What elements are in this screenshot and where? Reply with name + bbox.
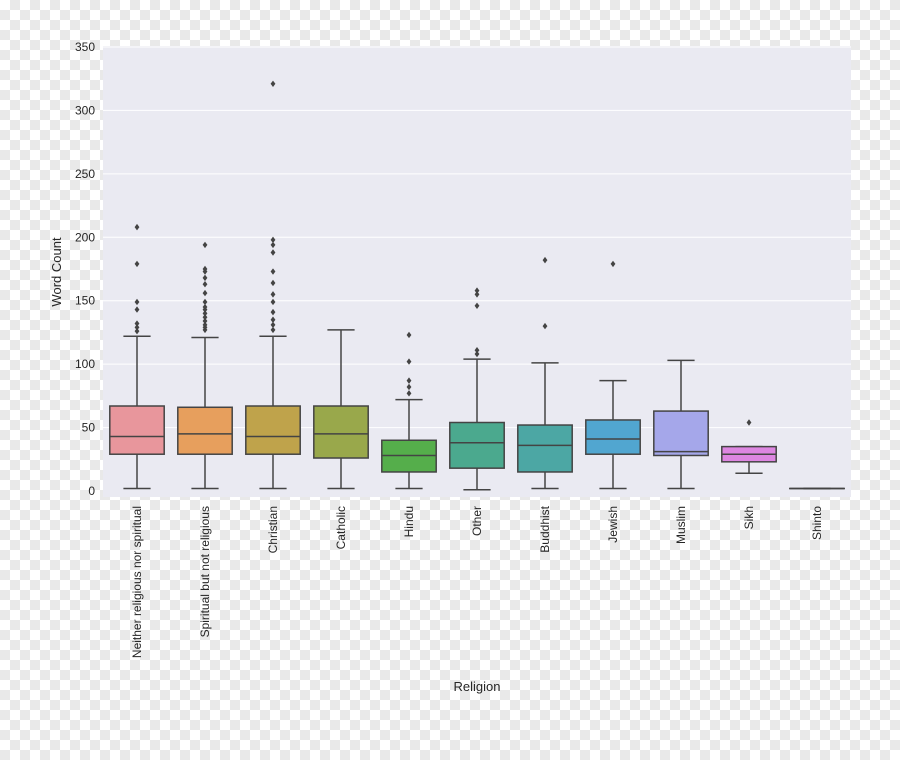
outlier-point — [134, 320, 140, 327]
box-iqr — [245, 405, 301, 455]
box-6 — [449, 287, 505, 491]
x-tick-label: Shinto — [810, 506, 824, 540]
outlier-point — [270, 326, 276, 334]
x-tick-label: Jewish — [606, 506, 620, 543]
outlier-point — [202, 298, 208, 306]
x-tick-label: Buddhist — [538, 505, 552, 552]
outlier-point — [746, 419, 752, 426]
box-iqr — [313, 405, 369, 459]
outlier-point — [270, 298, 276, 306]
y-tick-label: 250 — [75, 167, 95, 181]
outlier-point — [134, 324, 140, 331]
y-axis-ticks: 0 50 100 150 200 250 300 350 — [75, 40, 95, 498]
x-tick-label: Christian — [266, 506, 280, 553]
outlier-point — [134, 223, 140, 231]
outlier-point — [474, 287, 480, 294]
outlier-point — [270, 80, 276, 87]
outlier-point — [542, 322, 548, 330]
box-9 — [653, 359, 709, 490]
outlier-point — [202, 317, 208, 325]
y-axis-title: Word Count — [49, 237, 64, 307]
outlier-point — [474, 346, 480, 354]
outlier-point — [202, 303, 208, 311]
outlier-point — [270, 316, 276, 323]
x-axis-ticks: Neither religious nor spiritual Spiritual… — [130, 505, 824, 658]
outlier-point — [542, 256, 548, 264]
outlier-point — [406, 383, 412, 391]
box-iqr — [177, 406, 233, 455]
box-2 — [177, 241, 233, 490]
outlier-point — [270, 308, 276, 316]
box-10 — [721, 419, 777, 474]
box-iqr — [449, 421, 505, 469]
outlier-point — [474, 350, 480, 358]
x-tick-label: Hindu — [402, 506, 416, 537]
box-5 — [381, 331, 437, 490]
outlier-point — [474, 291, 480, 298]
x-tick-label: Neither religious nor spiritual — [130, 506, 144, 658]
x-axis-title: Religion — [454, 679, 501, 694]
x-tick-label: Sikh — [742, 506, 756, 529]
outlier-point — [202, 321, 208, 329]
outlier-point — [610, 260, 616, 268]
outlier-point — [134, 260, 140, 268]
y-tick-label: 100 — [75, 357, 95, 371]
outlier-point — [406, 331, 412, 339]
y-tick-label: 300 — [75, 103, 95, 117]
box-7 — [517, 256, 573, 490]
outlier-point — [270, 321, 276, 329]
outlier-point — [202, 274, 208, 282]
outlier-point — [270, 241, 276, 249]
box-1 — [109, 223, 165, 490]
box-iqr — [517, 424, 573, 473]
y-tick-label: 350 — [75, 40, 95, 54]
outlier-point — [134, 306, 140, 313]
outlier-point — [406, 390, 412, 397]
outlier-point — [474, 302, 480, 309]
outlier-point — [202, 314, 208, 321]
y-tick-label: 200 — [75, 230, 95, 244]
outlier-point — [270, 236, 276, 244]
x-tick-label: Spiritual but not religious — [198, 506, 212, 637]
outlier-point — [202, 241, 208, 249]
y-tick-label: 150 — [75, 294, 95, 308]
outlier-point — [270, 291, 276, 298]
outlier-point — [202, 289, 208, 297]
x-tick-label: Catholic — [334, 506, 348, 549]
outlier-point — [134, 298, 140, 306]
outlier-point — [134, 327, 140, 335]
y-tick-label: 0 — [88, 484, 95, 498]
box-4 — [313, 329, 369, 490]
outlier-point — [406, 358, 412, 365]
outlier-point — [406, 377, 412, 384]
box-8 — [585, 260, 641, 490]
outlier-point — [202, 281, 208, 288]
outlier-point — [202, 310, 208, 317]
y-tick-label: 50 — [82, 421, 96, 435]
outlier-point — [270, 249, 276, 256]
x-tick-label: Other — [470, 506, 484, 536]
outlier-point — [270, 279, 276, 287]
outlier-point — [202, 265, 208, 273]
box-iqr — [653, 410, 709, 457]
box-iqr — [585, 419, 641, 455]
x-tick-label: Muslim — [674, 506, 688, 544]
boxes — [109, 80, 845, 491]
outlier-point — [270, 268, 276, 275]
box-iqr — [109, 405, 165, 455]
box-3 — [245, 80, 301, 490]
